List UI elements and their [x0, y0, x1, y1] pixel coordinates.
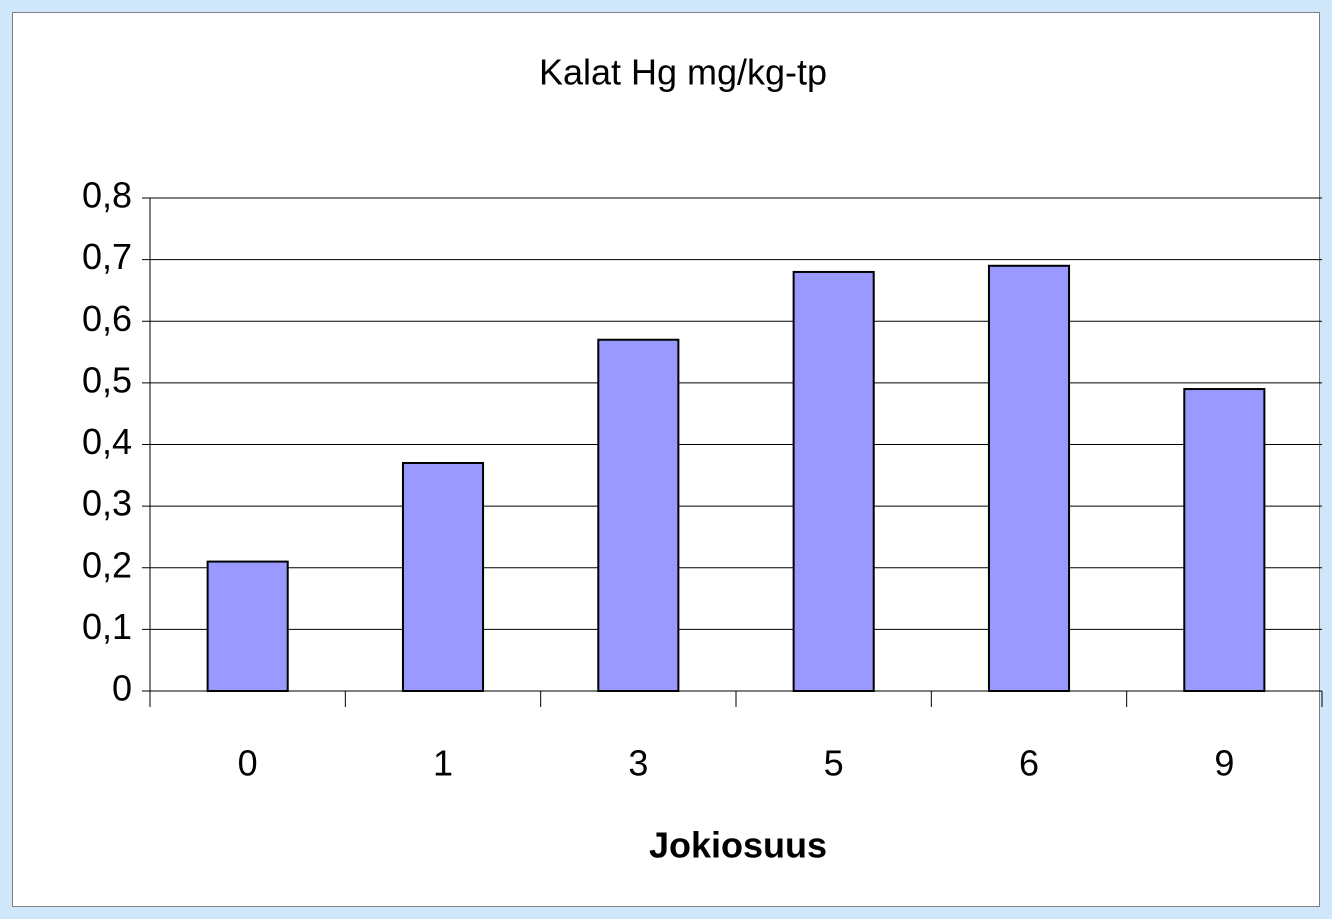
y-tick-label: 0,3 [82, 483, 132, 524]
bar [987, 264, 1071, 692]
x-axis-title: Jokiosuus [649, 825, 827, 866]
y-tick-label: 0 [112, 668, 132, 709]
y-tick-label: 0,7 [82, 236, 132, 277]
y-tick-label: 0,2 [82, 544, 132, 585]
bar [1183, 388, 1266, 692]
y-tick-label: 0,5 [82, 359, 132, 400]
bar [792, 270, 875, 692]
x-tick-label: 6 [1019, 743, 1039, 784]
x-tick-label: 3 [628, 743, 648, 784]
y-tick-label: 0,8 [82, 175, 132, 216]
x-tick-label: 0 [238, 743, 258, 784]
y-tick-label: 0,1 [82, 606, 132, 647]
chart-title: Kalat Hg mg/kg-tp [539, 52, 827, 93]
x-tick-label: 1 [433, 743, 453, 784]
y-tick-label: 0,4 [82, 421, 132, 462]
bar [597, 338, 680, 692]
x-tick-label: 9 [1214, 743, 1234, 784]
bar [401, 461, 485, 692]
y-tick-label: 0,6 [82, 298, 132, 339]
bar [206, 560, 289, 693]
x-tick-label: 5 [824, 743, 844, 784]
